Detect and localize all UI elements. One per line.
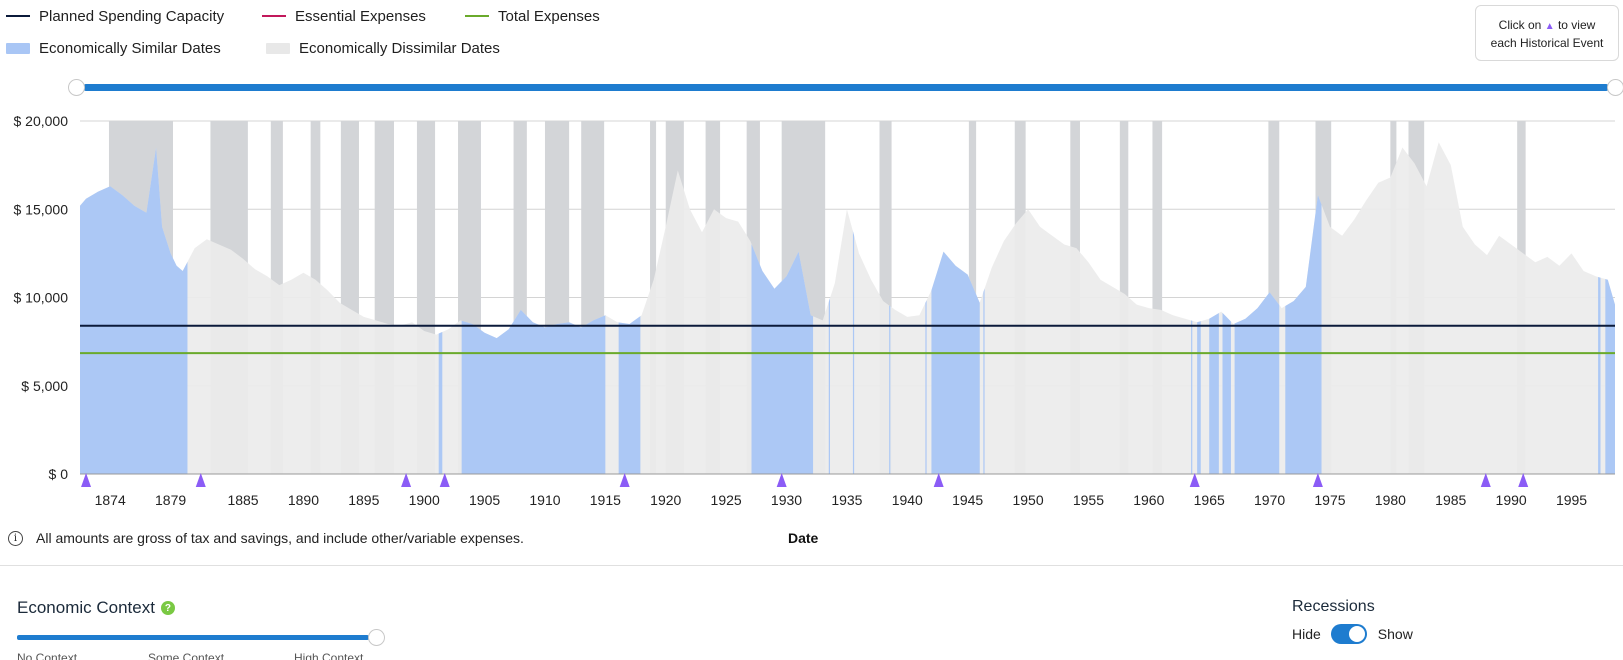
historical-event-marker[interactable]	[1518, 473, 1529, 487]
recessions-hide-label[interactable]: Hide	[1292, 626, 1321, 642]
x-tick-label: 1935	[831, 492, 862, 508]
historical-event-hint: Click on ▲ to view each Historical Event	[1475, 5, 1619, 61]
legend-total-expenses[interactable]: Total Expenses	[465, 8, 600, 25]
x-tick-label: 1905	[469, 492, 500, 508]
legend-label: Planned Spending Capacity	[39, 7, 225, 25]
hint-text: Click on	[1498, 18, 1542, 32]
historical-event-marker[interactable]	[1480, 473, 1491, 487]
historical-event-marker[interactable]	[401, 473, 412, 487]
economic-context-panel: Economic Context ? No Context Some Conte…	[17, 598, 385, 660]
recessions-show-label[interactable]: Show	[1377, 626, 1413, 642]
legend-essential-expenses[interactable]: Essential Expenses	[262, 8, 465, 25]
recession-band	[1268, 121, 1280, 474]
economic-context-slider[interactable]	[17, 628, 387, 646]
section-divider	[0, 565, 1623, 566]
x-tick-label: 1890	[288, 492, 319, 508]
x-tick-label: 1990	[1496, 492, 1527, 508]
x-tick-label: 1915	[590, 492, 621, 508]
legend-label: Economically Similar Dates	[39, 39, 221, 57]
y-tick-label: $ 0	[49, 466, 69, 482]
context-label-none: No Context	[17, 651, 78, 660]
amounts-note: i All amounts are gross of tax and savin…	[8, 530, 524, 546]
context-label-some: Some Context	[148, 651, 225, 660]
x-tick-label: 1885	[227, 492, 258, 508]
recessions-panel: Recessions Hide Show	[1292, 598, 1413, 644]
historical-event-marker[interactable]	[776, 473, 787, 487]
x-tick-label: 1965	[1194, 492, 1225, 508]
x-tick-label: 1925	[711, 492, 742, 508]
x-tick-label: 1930	[771, 492, 802, 508]
x-tick-label: 1910	[529, 492, 560, 508]
economic-context-title: Economic Context	[17, 598, 155, 617]
date-range-end-handle[interactable]	[1607, 79, 1623, 96]
hint-text: to view	[1557, 18, 1596, 32]
note-text: All amounts are gross of tax and savings…	[36, 530, 524, 546]
historical-event-marker[interactable]	[81, 473, 92, 487]
x-tick-label: 1960	[1133, 492, 1164, 508]
x-tick-label: 1895	[348, 492, 379, 508]
recessions-toggle-knob	[1348, 626, 1365, 642]
x-tick-label: 1950	[1012, 492, 1043, 508]
x-tick-label: 1975	[1314, 492, 1345, 508]
y-tick-label: $ 10,000	[14, 290, 69, 306]
legend-label: Economically Dissimilar Dates	[299, 39, 500, 57]
y-tick-label: $ 20,000	[14, 113, 69, 129]
info-icon: i	[8, 530, 23, 546]
legend-similar-dates[interactable]: Economically Similar Dates	[6, 40, 266, 57]
historical-event-marker[interactable]	[619, 473, 630, 487]
x-tick-label: 1900	[409, 492, 440, 508]
historical-event-marker[interactable]	[1312, 473, 1323, 487]
x-tick-label: 1985	[1435, 492, 1466, 508]
economic-context-handle[interactable]	[368, 629, 385, 646]
question-icon[interactable]: ?	[160, 601, 175, 615]
dissimilar-dates-swatch	[266, 42, 290, 54]
historical-event-marker[interactable]	[439, 473, 450, 487]
spending-chart: $ 0 $ 5,000 $ 10,000 $ 15,000 $ 20,000 1874 18…	[14, 113, 1615, 508]
x-tick-label: 1879	[155, 492, 186, 508]
similar-dates-swatch	[6, 42, 30, 54]
y-tick-label: $ 15,000	[14, 201, 69, 217]
legend-planned-spending[interactable]: Planned Spending Capacity	[6, 8, 262, 25]
recessions-toggle[interactable]	[1330, 624, 1367, 644]
recession-band	[1152, 121, 1163, 474]
x-axis-title: Date	[788, 530, 819, 546]
x-tick-label: 1980	[1375, 492, 1406, 508]
date-range-start-handle[interactable]	[68, 79, 85, 96]
essential-expenses-swatch	[262, 15, 286, 17]
hint-text: each Historical Event	[1490, 36, 1604, 50]
context-label-high: High Context	[294, 651, 364, 660]
total-expenses-swatch	[465, 15, 489, 17]
legend-label: Total Expenses	[498, 7, 600, 25]
x-tick-label: 1940	[892, 492, 923, 508]
historical-event-marker[interactable]	[195, 473, 206, 487]
economic-context-track[interactable]	[17, 635, 369, 640]
planned-spending-swatch	[6, 15, 30, 17]
legend-dissimilar-dates[interactable]: Economically Dissimilar Dates	[266, 40, 500, 57]
chart-legend: Planned Spending Capacity Essential Expe…	[6, 6, 600, 70]
x-tick-label: 1920	[650, 492, 681, 508]
x-tick-label: 1995	[1556, 492, 1587, 508]
x-tick-label: 1970	[1254, 492, 1285, 508]
dissimilar-dates-area	[80, 142, 1615, 474]
purple-triangle-icon: ▲	[1544, 21, 1555, 32]
y-tick-label: $ 5,000	[21, 378, 68, 394]
historical-event-marker[interactable]	[1189, 473, 1200, 487]
legend-label: Essential Expenses	[295, 7, 426, 25]
x-tick-label: 1945	[952, 492, 983, 508]
x-tick-label: 1955	[1073, 492, 1104, 508]
date-range-slider[interactable]	[68, 78, 1623, 98]
historical-event-marker[interactable]	[933, 473, 944, 487]
date-range-track[interactable]	[84, 84, 1608, 91]
x-tick-label: 1874	[95, 492, 126, 508]
recessions-title: Recessions	[1292, 598, 1375, 615]
